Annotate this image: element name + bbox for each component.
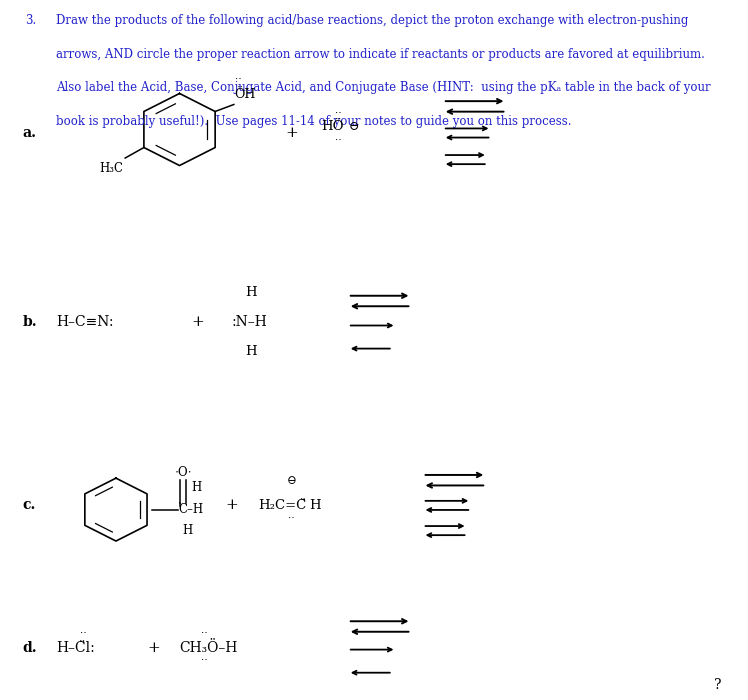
Text: ⁠H: ⁠H [310, 499, 322, 512]
Text: HÖ: HÖ [322, 120, 344, 132]
Text: d.: d. [22, 640, 37, 654]
Text: H₂C=C̈: H₂C=C̈ [258, 499, 307, 512]
Text: +: + [191, 315, 205, 329]
Text: ⋅⋅: ⋅⋅ [200, 629, 208, 638]
Text: ⋅⋅: ⋅⋅ [335, 136, 342, 144]
Text: ⋅⋅: ⋅⋅ [235, 74, 242, 83]
Text: ⊖: ⊖ [349, 120, 359, 132]
Text: H: H [183, 524, 193, 537]
Text: CH₃Ö–H: CH₃Ö–H [180, 640, 238, 654]
Text: H–C≡N:: H–C≡N: [56, 315, 114, 329]
Text: ?: ? [714, 678, 722, 692]
Text: Also label the Acid, Base, Conjugate Acid, and Conjugate Base (HINT:  using the : Also label the Acid, Base, Conjugate Aci… [56, 81, 711, 94]
Text: +: + [225, 498, 239, 512]
Text: :N–H: :N–H [232, 315, 268, 329]
Text: H: H [245, 345, 257, 358]
Text: book is probably useful!).  Use pages 11-14 of your notes to guide you on this p: book is probably useful!). Use pages 11-… [56, 115, 571, 128]
Text: H: H [245, 286, 257, 299]
Text: +: + [285, 126, 298, 140]
Text: c.: c. [22, 498, 36, 512]
Text: +: + [147, 640, 160, 654]
Text: ⋅⋅: ⋅⋅ [335, 109, 342, 118]
Text: ⋅O⋅: ⋅O⋅ [174, 466, 192, 479]
Text: ⋅⋅: ⋅⋅ [80, 629, 88, 638]
Text: C–H: C–H [178, 503, 203, 516]
Text: H: H [191, 482, 202, 494]
Text: Draw the products of the following acid/base reactions, depict the proton exchan: Draw the products of the following acid/… [56, 14, 688, 27]
Text: a.: a. [22, 126, 37, 140]
Text: 3.: 3. [25, 14, 36, 27]
Text: ⊖: ⊖ [286, 475, 297, 487]
Text: H₃C: H₃C [99, 162, 123, 174]
Text: b.: b. [22, 315, 37, 329]
Text: arrows, AND circle the proper reaction arrow to indicate if reactants or product: arrows, AND circle the proper reaction a… [56, 48, 705, 61]
Text: H–C̈l:: H–C̈l: [56, 640, 95, 654]
Text: ⋅⋅: ⋅⋅ [288, 514, 295, 522]
Text: ÖH: ÖH [235, 88, 256, 101]
Text: ⋅⋅: ⋅⋅ [200, 656, 208, 664]
